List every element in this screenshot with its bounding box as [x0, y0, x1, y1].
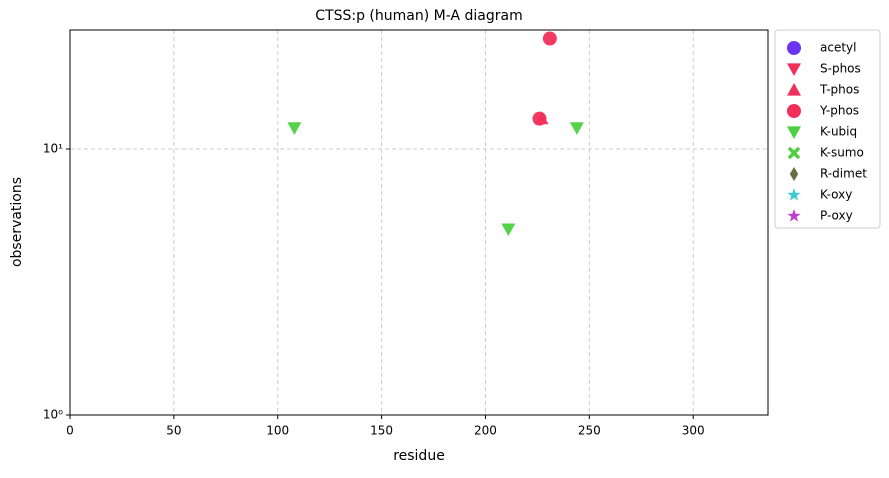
x-tick-label: 150: [370, 424, 393, 438]
x-tick-label: 0: [66, 424, 74, 438]
legend-marker: [787, 188, 801, 201]
point: [501, 223, 516, 237]
x-tick-label: 300: [682, 424, 705, 438]
x-axis-label: residue: [393, 448, 445, 464]
legend-marker: [787, 209, 801, 222]
chart-title: CTSS:p (human) M-A diagram: [315, 8, 522, 24]
legend-label: acetyl: [820, 41, 856, 55]
legend-label: K-sumo: [820, 146, 864, 160]
legend-label: S-phos: [820, 62, 861, 76]
legend-marker: [789, 167, 799, 181]
legend-box: [774, 29, 881, 229]
legend-label: Y-phos: [819, 104, 859, 118]
legend-label: T-phos: [819, 83, 859, 97]
legend-marker: [787, 126, 801, 139]
legend-marker: [787, 146, 801, 160]
point: [287, 122, 302, 135]
legend-label: K-oxy: [820, 188, 852, 202]
legend-label: P-oxy: [820, 209, 853, 223]
legend-label: R-dimet: [820, 167, 867, 181]
y-axis-label: observations: [9, 177, 25, 267]
x-tick-label: 200: [474, 424, 497, 438]
point: [532, 111, 547, 126]
point: [542, 31, 557, 46]
legend-marker: [787, 104, 801, 118]
x-tick-label: 50: [166, 424, 181, 438]
y-tick-label: 10¹: [43, 141, 63, 155]
y-tick-label: 10⁰: [43, 408, 63, 422]
legend-marker: [787, 83, 801, 96]
x-tick-label: 250: [578, 424, 601, 438]
legend-label: K-ubiq: [820, 125, 857, 139]
point: [569, 122, 584, 135]
x-tick-label: 100: [266, 424, 289, 438]
plot-frame: [69, 29, 769, 416]
legend-marker: [787, 41, 801, 55]
legend-marker: [787, 63, 801, 76]
